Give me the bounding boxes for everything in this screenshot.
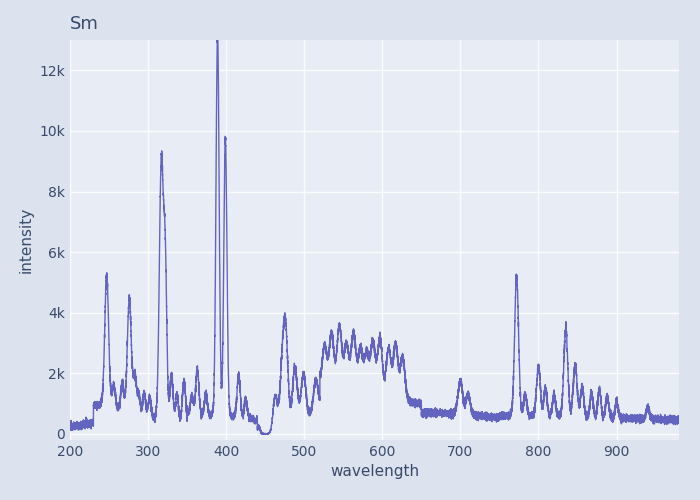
Text: Sm: Sm [70,15,99,33]
X-axis label: wavelength: wavelength [330,464,419,479]
Y-axis label: intensity: intensity [19,207,34,273]
